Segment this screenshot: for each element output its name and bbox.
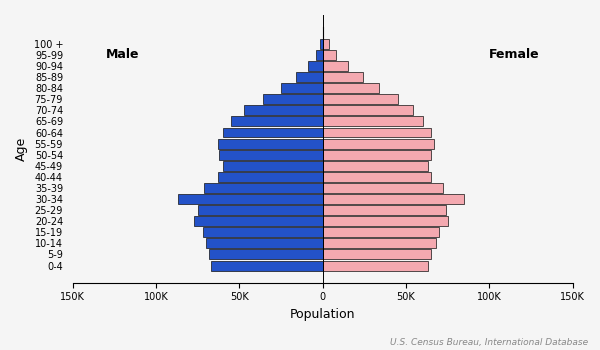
Bar bbox=[323, 105, 413, 115]
Bar bbox=[323, 260, 428, 271]
Bar bbox=[323, 39, 329, 49]
Bar bbox=[209, 250, 323, 259]
Bar bbox=[323, 50, 336, 60]
Bar bbox=[323, 205, 446, 215]
Text: Female: Female bbox=[488, 48, 539, 61]
Bar bbox=[223, 161, 323, 171]
Bar bbox=[263, 94, 323, 104]
Bar bbox=[323, 61, 347, 71]
Bar bbox=[218, 139, 323, 149]
Bar bbox=[323, 194, 464, 204]
Bar bbox=[323, 250, 431, 259]
Bar bbox=[205, 183, 323, 193]
Bar bbox=[281, 83, 323, 93]
Bar bbox=[323, 139, 434, 149]
Bar bbox=[178, 194, 323, 204]
Bar bbox=[316, 50, 323, 60]
Bar bbox=[206, 238, 323, 248]
Bar bbox=[323, 161, 428, 171]
Bar bbox=[218, 172, 323, 182]
Bar bbox=[323, 238, 436, 248]
Bar bbox=[320, 39, 323, 49]
Bar bbox=[323, 172, 431, 182]
X-axis label: Population: Population bbox=[290, 308, 355, 321]
Bar bbox=[244, 105, 323, 115]
Bar bbox=[323, 72, 362, 82]
Bar bbox=[223, 127, 323, 138]
Bar bbox=[220, 150, 323, 160]
Bar bbox=[323, 150, 431, 160]
Bar bbox=[323, 83, 379, 93]
Bar bbox=[231, 117, 323, 126]
Bar bbox=[194, 216, 323, 226]
Bar bbox=[203, 227, 323, 237]
Bar bbox=[323, 127, 431, 138]
Text: Male: Male bbox=[106, 48, 140, 61]
Y-axis label: Age: Age bbox=[15, 137, 28, 161]
Text: U.S. Census Bureau, International Database: U.S. Census Bureau, International Databa… bbox=[390, 337, 588, 346]
Bar bbox=[323, 94, 398, 104]
Bar bbox=[323, 117, 422, 126]
Bar bbox=[308, 61, 323, 71]
Bar bbox=[323, 216, 448, 226]
Bar bbox=[323, 227, 439, 237]
Bar bbox=[211, 260, 323, 271]
Bar bbox=[296, 72, 323, 82]
Bar bbox=[198, 205, 323, 215]
Bar bbox=[323, 183, 443, 193]
